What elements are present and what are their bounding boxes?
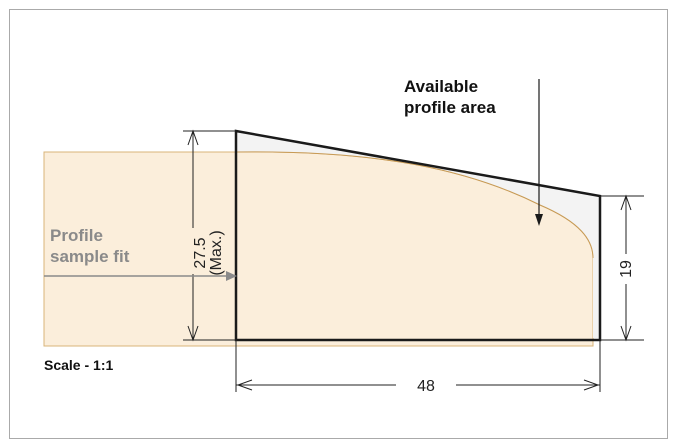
right-dimension-value: 19: [618, 260, 635, 278]
left-dimension: [183, 129, 236, 342]
profile-curve: [235, 151, 594, 259]
scale-label: Scale - 1:1: [44, 357, 113, 373]
left-dimension-value: 27.5: [192, 237, 209, 268]
bottom-dimension: [235, 340, 601, 392]
bottom-dimension-value: 48: [417, 378, 435, 395]
sample-fit-label-line2: sample fit: [50, 247, 130, 266]
sample-fit-arrow-head: [226, 271, 237, 281]
available-area-region: [236, 131, 600, 338]
sample-fit-label-line1: Profile: [50, 226, 103, 245]
available-area-label-line1: Available: [404, 77, 478, 96]
left-dimension-note: (Max.): [208, 230, 225, 275]
available-area-arrow-head: [535, 214, 543, 226]
available-area-label-line2: profile area: [404, 98, 496, 117]
right-dimension: [600, 194, 644, 342]
